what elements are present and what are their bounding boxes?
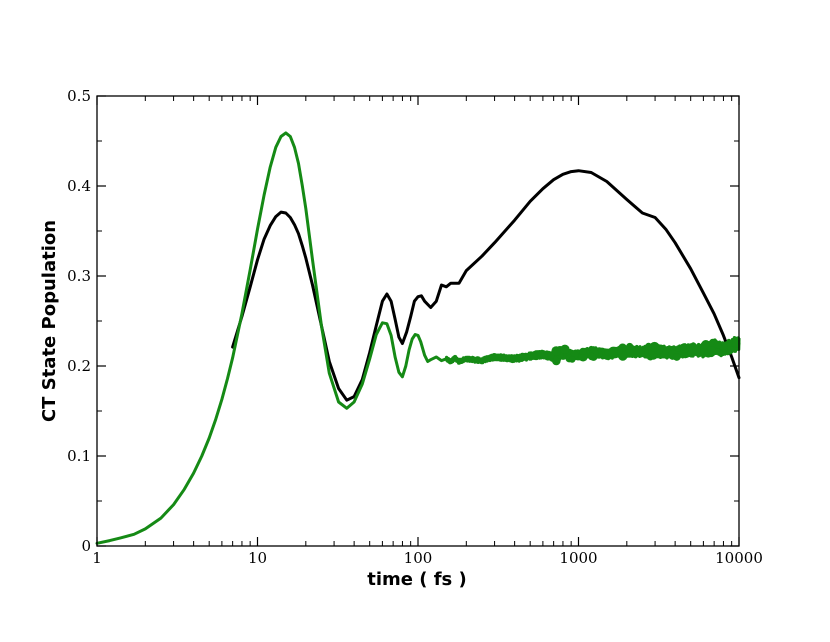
y-tick-label: 0.5 xyxy=(67,87,91,105)
y-tick-label: 0.1 xyxy=(67,447,91,465)
green-noise-dot xyxy=(727,346,735,354)
tick-labels: 1 10 100 1000 10000 0 0.1 0.2 0.3 0.4 0.5 xyxy=(67,87,763,567)
y-axis-title: CT State Population xyxy=(39,220,60,422)
green-noise-dot xyxy=(608,346,619,357)
axis-ticks xyxy=(96,95,740,547)
y-tick-label: 0.4 xyxy=(67,177,91,195)
y-tick-label: 0 xyxy=(81,537,91,555)
green-noise-dot xyxy=(692,345,701,355)
y-tick-label: 0.3 xyxy=(67,267,91,285)
green-noise-dot xyxy=(551,346,562,356)
x-tick-label: 1000 xyxy=(559,549,597,567)
x-tick-label: 1 xyxy=(92,549,102,567)
green-noise-dot xyxy=(645,342,653,350)
green-noise-dot xyxy=(587,352,596,361)
green-noise-dot xyxy=(568,356,576,363)
x-axis-title: time ( fs ) xyxy=(367,569,467,590)
green-noise-dot xyxy=(626,342,634,350)
plot-series xyxy=(95,131,741,545)
green-noise-dot xyxy=(675,345,682,352)
x-tick-label: 10000 xyxy=(715,549,763,567)
plot-frame xyxy=(96,95,740,547)
x-tick-label: 10 xyxy=(248,549,267,567)
series-0-line xyxy=(231,169,741,402)
y-tick-label: 0.2 xyxy=(67,357,91,375)
x-tick-label: 100 xyxy=(404,549,433,567)
green-noise-dot xyxy=(715,342,722,349)
green-noise-dot xyxy=(578,352,588,362)
green-noise-dot xyxy=(560,344,570,354)
green-noise-dot xyxy=(579,347,587,356)
green-noise-dot xyxy=(707,346,717,356)
green-noise-dot xyxy=(672,352,681,361)
green-series-noise xyxy=(444,336,741,366)
green-noise-dot xyxy=(649,341,660,352)
green-noise-dot xyxy=(680,343,687,351)
series-1-line xyxy=(95,131,741,545)
